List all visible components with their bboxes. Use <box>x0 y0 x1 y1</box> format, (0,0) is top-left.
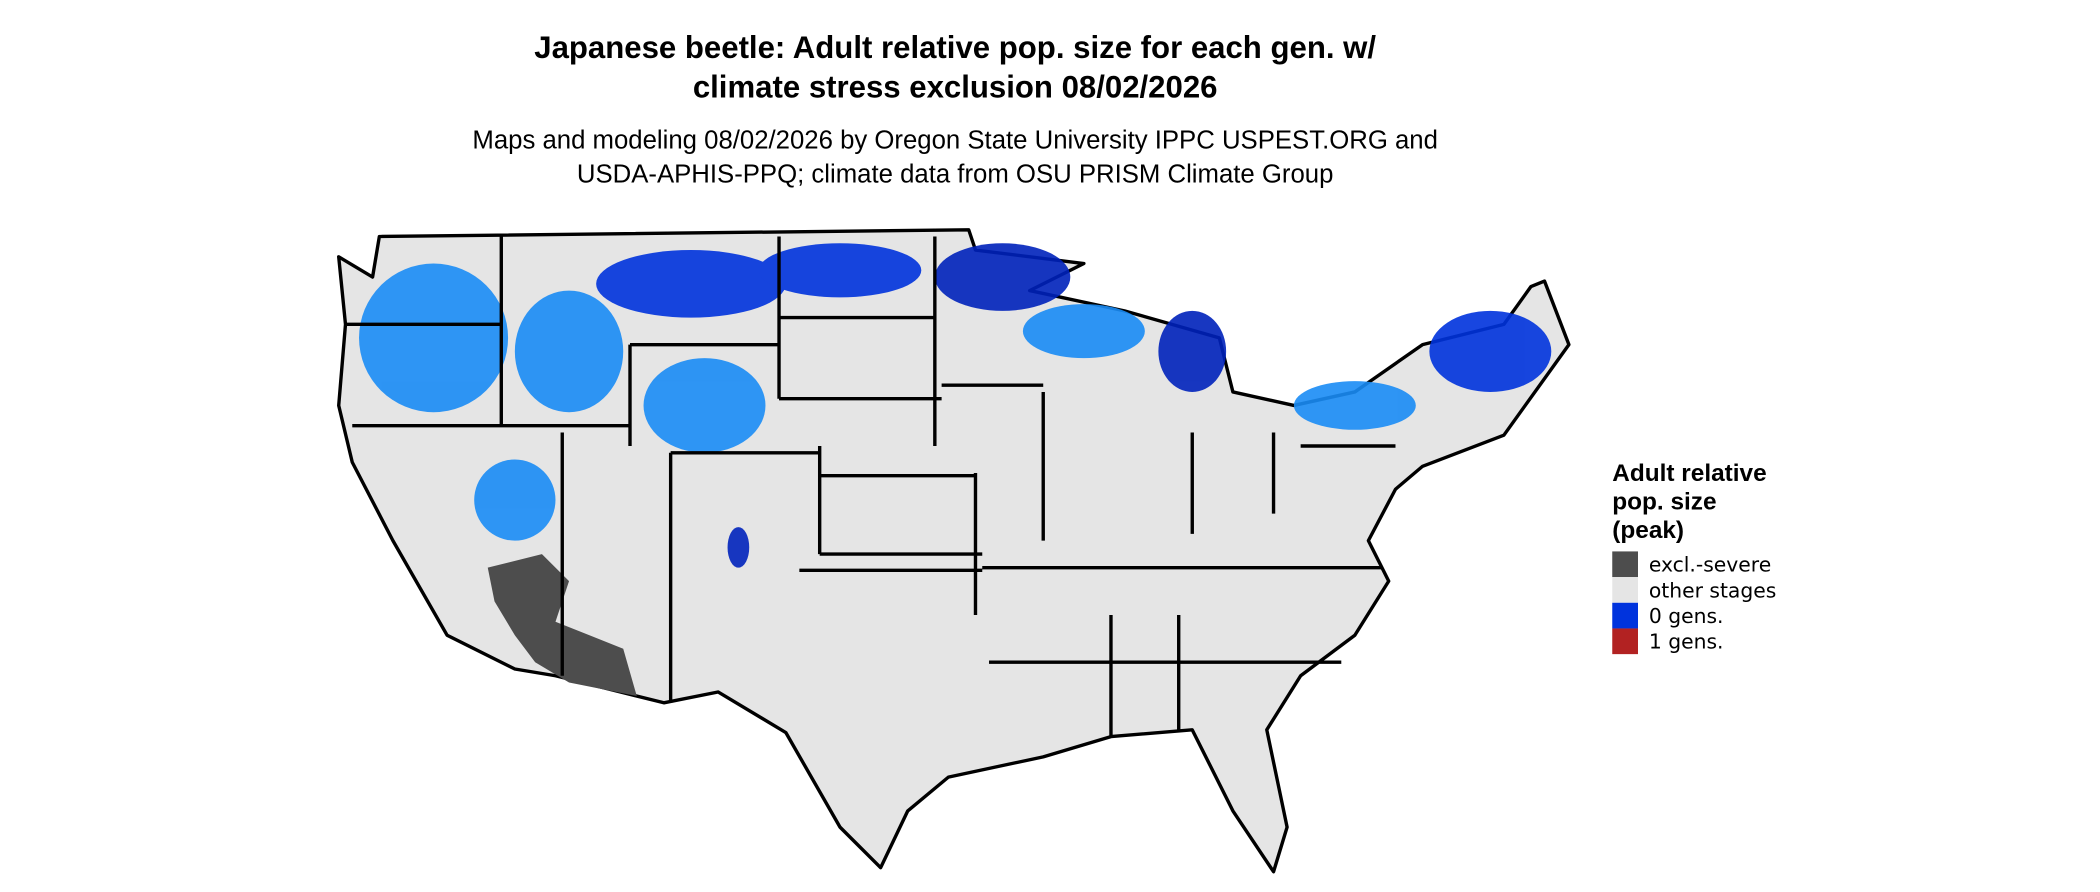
legend-title: (peak) <box>1612 517 1684 544</box>
subtitle-line: Maps and modeling 08/02/2026 by Oregon S… <box>472 127 1438 155</box>
us-landmass <box>337 228 1571 874</box>
legend-swatch <box>1612 577 1638 603</box>
legend-swatch <box>1612 602 1638 629</box>
state-borders <box>345 236 1396 737</box>
title-line: climate stress exclusion 08/02/2026 <box>693 69 1218 104</box>
title-line: Japanese beetle: Adult relative pop. siz… <box>534 30 1376 65</box>
legend-title: Adult relative <box>1612 460 1766 487</box>
subtitle-line: USDA-APHIS-PPQ; climate data from OSU PR… <box>577 160 1334 188</box>
blue-regions <box>359 243 1552 568</box>
legend-label: 1 gens. <box>1649 630 1724 654</box>
legend-swatch <box>1612 551 1638 578</box>
legend-title: pop. size <box>1612 489 1716 516</box>
legend-swatch <box>1612 628 1638 655</box>
legend-label: other stages <box>1649 578 1777 602</box>
legend-label: 0 gens. <box>1649 604 1724 628</box>
us-map <box>337 228 1571 874</box>
legend-label: excl.-severe <box>1649 553 1771 577</box>
legend: Adult relative pop. size (peak) excl.-se… <box>1612 460 1777 655</box>
